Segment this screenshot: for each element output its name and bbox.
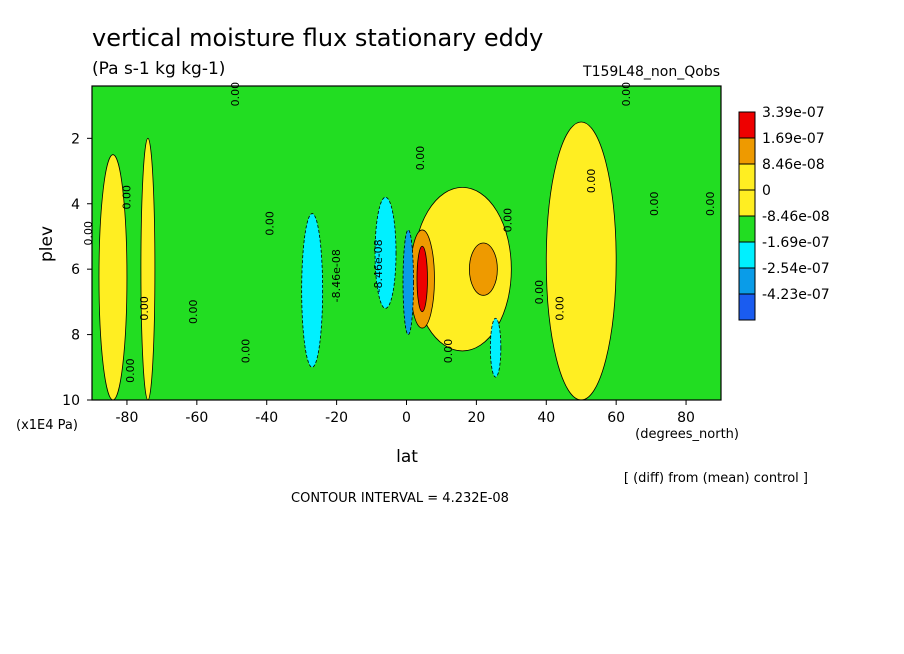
x-tick-label: -80 bbox=[116, 410, 139, 426]
region-positive bbox=[468, 242, 498, 296]
contour-label: 0.00 bbox=[585, 169, 598, 194]
x-tick-label: 20 bbox=[467, 410, 485, 426]
contour-label: 0.00 bbox=[229, 82, 242, 107]
region-positive bbox=[416, 245, 428, 313]
contour-label: 0.00 bbox=[124, 358, 137, 383]
colorbar-swatch bbox=[738, 163, 756, 191]
x-tick-label: -20 bbox=[325, 410, 348, 426]
colorbar-swatch bbox=[738, 293, 756, 321]
contour-label: 0.00 bbox=[264, 211, 277, 236]
y-unit-label: (x1E4 Pa) bbox=[16, 418, 78, 433]
contour-label: -8.46e-08 bbox=[372, 239, 385, 292]
y-axis-ticks: 2 4 6 8 10 bbox=[62, 131, 92, 409]
colorbar-swatch bbox=[738, 241, 756, 269]
contour-label: 0.00 bbox=[648, 192, 661, 217]
y-tick-label: 8 bbox=[71, 328, 80, 344]
colorbar-label: -2.54e-07 bbox=[762, 261, 830, 277]
x-axis-label: lat bbox=[396, 447, 418, 467]
units-label: (Pa s-1 kg kg-1) bbox=[92, 59, 225, 79]
colorbar-swatch bbox=[738, 215, 756, 243]
colorbar-swatch bbox=[738, 111, 756, 139]
colorbar-label: 8.46e-08 bbox=[762, 157, 825, 173]
colorbar-label: -4.23e-07 bbox=[762, 287, 830, 303]
y-tick-label: 4 bbox=[71, 197, 80, 213]
contour-label: 0.00 bbox=[501, 208, 514, 233]
x-tick-label: 40 bbox=[537, 410, 555, 426]
y-tick-label: 6 bbox=[71, 262, 80, 278]
colorbar-label: 0 bbox=[762, 183, 771, 199]
x-tick-label: -40 bbox=[255, 410, 278, 426]
region-negative bbox=[402, 229, 414, 335]
colorbar-label: 3.39e-07 bbox=[762, 105, 825, 121]
y-axis-label: plev bbox=[37, 226, 57, 262]
colorbar-swatch bbox=[738, 267, 756, 295]
region-negative bbox=[301, 213, 324, 368]
contour-label: 0.00 bbox=[239, 339, 252, 364]
colorbar-label: -1.69e-07 bbox=[762, 235, 830, 251]
region-negative bbox=[374, 196, 397, 309]
contour-label: 0.00 bbox=[187, 299, 200, 324]
contour-label: 0.00 bbox=[138, 296, 151, 321]
contour-label: 0.00 bbox=[414, 146, 427, 171]
contour-label: 0.00 bbox=[442, 339, 455, 364]
y-tick-label: 10 bbox=[62, 393, 80, 409]
contour-label: 0.00 bbox=[82, 221, 95, 246]
colorbar-label: -8.46e-08 bbox=[762, 209, 830, 225]
run-label: T159L48_non_Qobs bbox=[582, 64, 720, 80]
region-positive bbox=[545, 121, 617, 401]
colorbar-label: 1.69e-07 bbox=[762, 131, 825, 147]
x-axis-ticks: -80 -60 -40 -20 0 20 40 60 80 bbox=[116, 400, 695, 426]
contour-label: 0.00 bbox=[554, 296, 567, 321]
contour-label: 0.00 bbox=[120, 185, 133, 210]
colorbar-swatch bbox=[738, 137, 756, 165]
region-positive bbox=[140, 137, 156, 401]
x-tick-label: -60 bbox=[185, 410, 208, 426]
x-tick-label: 80 bbox=[677, 410, 695, 426]
y-tick-label: 2 bbox=[71, 131, 80, 147]
x-unit-label: (degrees_north) bbox=[635, 427, 739, 442]
contour-label: 0.00 bbox=[620, 82, 633, 107]
plot-area: 0.00 0.00 0.00 0.00 0.00 0.00 0.00 0.00 0.00 0.00… bbox=[82, 82, 722, 401]
contour-label: -8.46e-08 bbox=[330, 249, 343, 302]
contour-label: 0.00 bbox=[533, 280, 546, 305]
contour-interval: CONTOUR INTERVAL = 4.232E-08 bbox=[291, 491, 509, 506]
comparison-note: [ (diff) from (mean) control ] bbox=[624, 471, 808, 486]
x-tick-label: 60 bbox=[607, 410, 625, 426]
region-negative bbox=[489, 317, 502, 378]
colorbar: 3.39e-07 1.69e-07 8.46e-08 0 -8.46e-08 -1.69e… bbox=[738, 105, 830, 321]
chart-title: vertical moisture flux stationary eddy bbox=[92, 24, 543, 52]
x-tick-label: 0 bbox=[402, 410, 411, 426]
colorbar-swatch bbox=[738, 189, 756, 217]
contour-label: 0.00 bbox=[704, 192, 717, 217]
